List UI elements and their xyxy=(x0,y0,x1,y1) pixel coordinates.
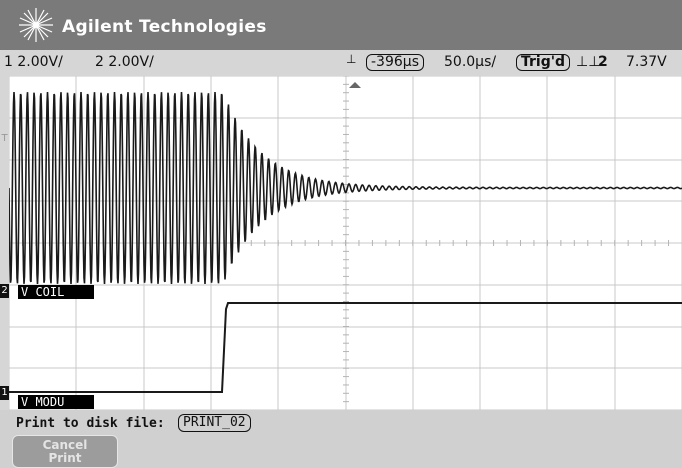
trigger-state-badge: Trig'd xyxy=(516,54,571,71)
modu-channel-label: V MODU xyxy=(18,395,94,409)
time-offset-field[interactable]: -396μs xyxy=(366,54,424,71)
coil-label-text: V COIL xyxy=(21,285,64,299)
ch2-scale[interactable]: 2 2.00V/ xyxy=(95,54,154,70)
cancel-print-line1: Cancel xyxy=(42,437,88,452)
modu-label-text: V MODU xyxy=(21,395,64,409)
brand-bar: Agilent Technologies xyxy=(0,0,682,50)
print-filename-field[interactable]: PRINT_02 xyxy=(178,414,251,432)
trigger-position-marker xyxy=(349,82,361,88)
channel-marker-strip xyxy=(0,76,9,410)
cancel-print-line2: Print xyxy=(48,450,82,465)
trigger-edge-icon: ⊥⊥ xyxy=(576,54,601,70)
trigger-source[interactable]: 2 xyxy=(598,54,608,70)
brand-title: Agilent Technologies xyxy=(62,17,267,37)
modu-waveform-trace xyxy=(9,302,682,393)
time-scale-unit: μs/ xyxy=(475,54,497,70)
coil-channel-label: V COIL xyxy=(18,285,94,299)
print-to-disk-label: Print to disk file: xyxy=(16,416,165,431)
waveform-screen[interactable]: V COIL V MODU xyxy=(9,76,682,410)
cancel-print-button[interactable]: Cancel Print xyxy=(12,435,118,468)
time-offset-value: -396 xyxy=(371,54,403,70)
trigger-level-marker: T xyxy=(1,133,8,144)
time-scale-value: 50.0 xyxy=(444,54,476,70)
ch1-scale[interactable]: 1 2.00V/ xyxy=(4,54,63,70)
coil-waveform-trace xyxy=(9,91,682,285)
waveform-svg: V COIL V MODU xyxy=(9,76,682,410)
time-offset-unit: μs xyxy=(402,54,419,70)
trigger-level[interactable]: 7.37V xyxy=(626,54,667,70)
ch2-ground-marker[interactable]: 2 xyxy=(0,284,9,298)
agilent-spark-icon xyxy=(19,8,53,42)
ch1-ground-marker[interactable]: 1 xyxy=(0,386,9,400)
status-bar: 1 2.00V/ 2 2.00V/ ⊥ -396μs 50.0μs/ Trig'… xyxy=(0,50,682,76)
time-ref-icon: ⊥ xyxy=(346,52,357,66)
time-scale[interactable]: 50.0μs/ xyxy=(444,54,496,70)
softkey-bar: Print to disk file: PRINT_02 Cancel Prin… xyxy=(0,410,682,468)
